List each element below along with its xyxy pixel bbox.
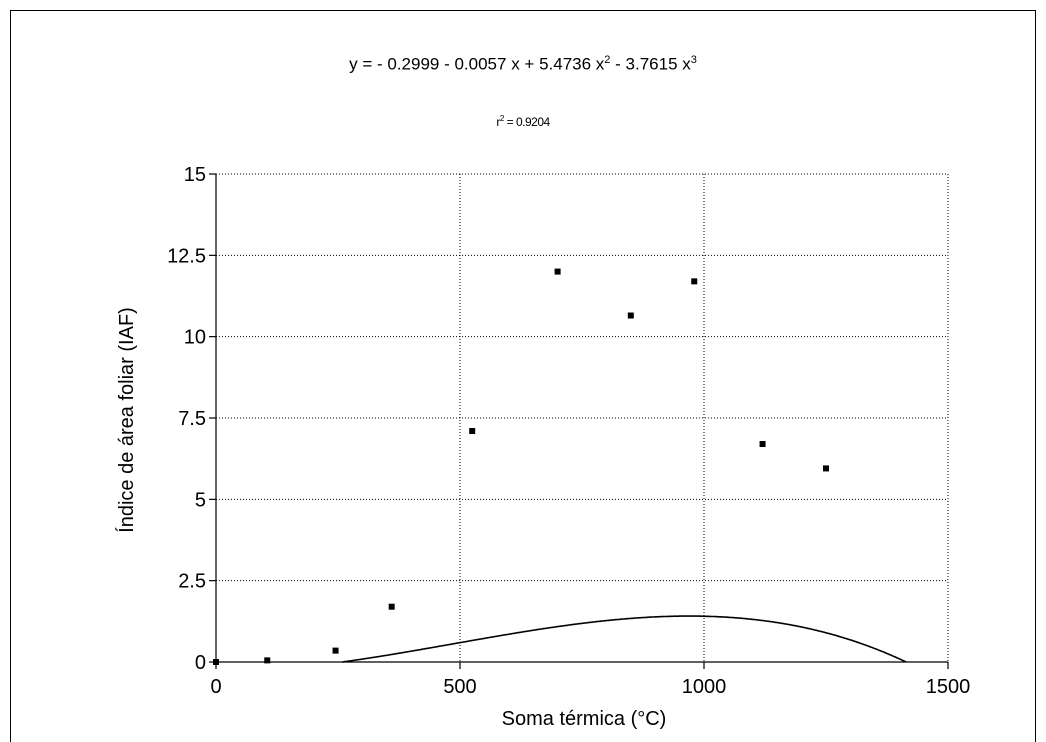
x-tick-label: 500 bbox=[443, 676, 476, 698]
r2-exponent: 2 bbox=[499, 114, 504, 123]
equation-text: y = - 0.2999 - 0.0057 x + 5.4736 x bbox=[349, 54, 605, 74]
y-tick-label: 2.5 bbox=[178, 571, 206, 593]
data-point bbox=[691, 278, 698, 285]
data-point bbox=[823, 465, 829, 472]
y-tick-label: 12.5 bbox=[167, 245, 206, 267]
grid-layer bbox=[216, 173, 949, 662]
equation-exponent-2: 2 bbox=[604, 54, 611, 66]
data-points-layer bbox=[213, 268, 829, 665]
y-tick-label: 7.5 bbox=[178, 408, 206, 430]
r2-value: = 0.9204 bbox=[503, 115, 551, 129]
x-tick-label: 1500 bbox=[926, 676, 971, 698]
data-point bbox=[759, 441, 766, 448]
equation-annotation: y = - 0.2999 - 0.0057 x + 5.4736 x2 - 3.… bbox=[0, 54, 1046, 75]
r2-letter: r bbox=[496, 115, 500, 129]
x-axis-title: Soma térmica (°C) bbox=[502, 708, 667, 730]
fit-curve-layer bbox=[342, 615, 907, 663]
x-tick-label: 1000 bbox=[682, 676, 727, 698]
chart-frame bbox=[10, 10, 1036, 742]
data-point bbox=[332, 647, 339, 654]
data-point bbox=[627, 312, 634, 319]
r-squared-annotation: r2 = 0.9204 bbox=[0, 114, 1046, 129]
y-axis-title: Índice de área foliar (IAF) bbox=[115, 307, 138, 533]
data-point bbox=[388, 603, 395, 610]
x-tick-label: 0 bbox=[210, 676, 221, 698]
data-point bbox=[469, 428, 476, 435]
y-tick-label: 5 bbox=[195, 489, 206, 511]
data-point bbox=[213, 659, 219, 665]
y-tick-label: 15 bbox=[184, 164, 206, 186]
y-tick-label: 0 bbox=[195, 652, 206, 674]
y-tick-label: 10 bbox=[184, 327, 206, 349]
fit-curve bbox=[342, 615, 907, 663]
equation-exponent-3: 3 bbox=[690, 54, 697, 66]
ticks-layer: 0 500 1000 1500 0 2.5 5 7.5 10 12.5 15 bbox=[167, 164, 970, 698]
data-point bbox=[554, 268, 561, 275]
data-point bbox=[264, 657, 271, 664]
equation-text-mid: - 3.7615 x bbox=[610, 54, 691, 74]
